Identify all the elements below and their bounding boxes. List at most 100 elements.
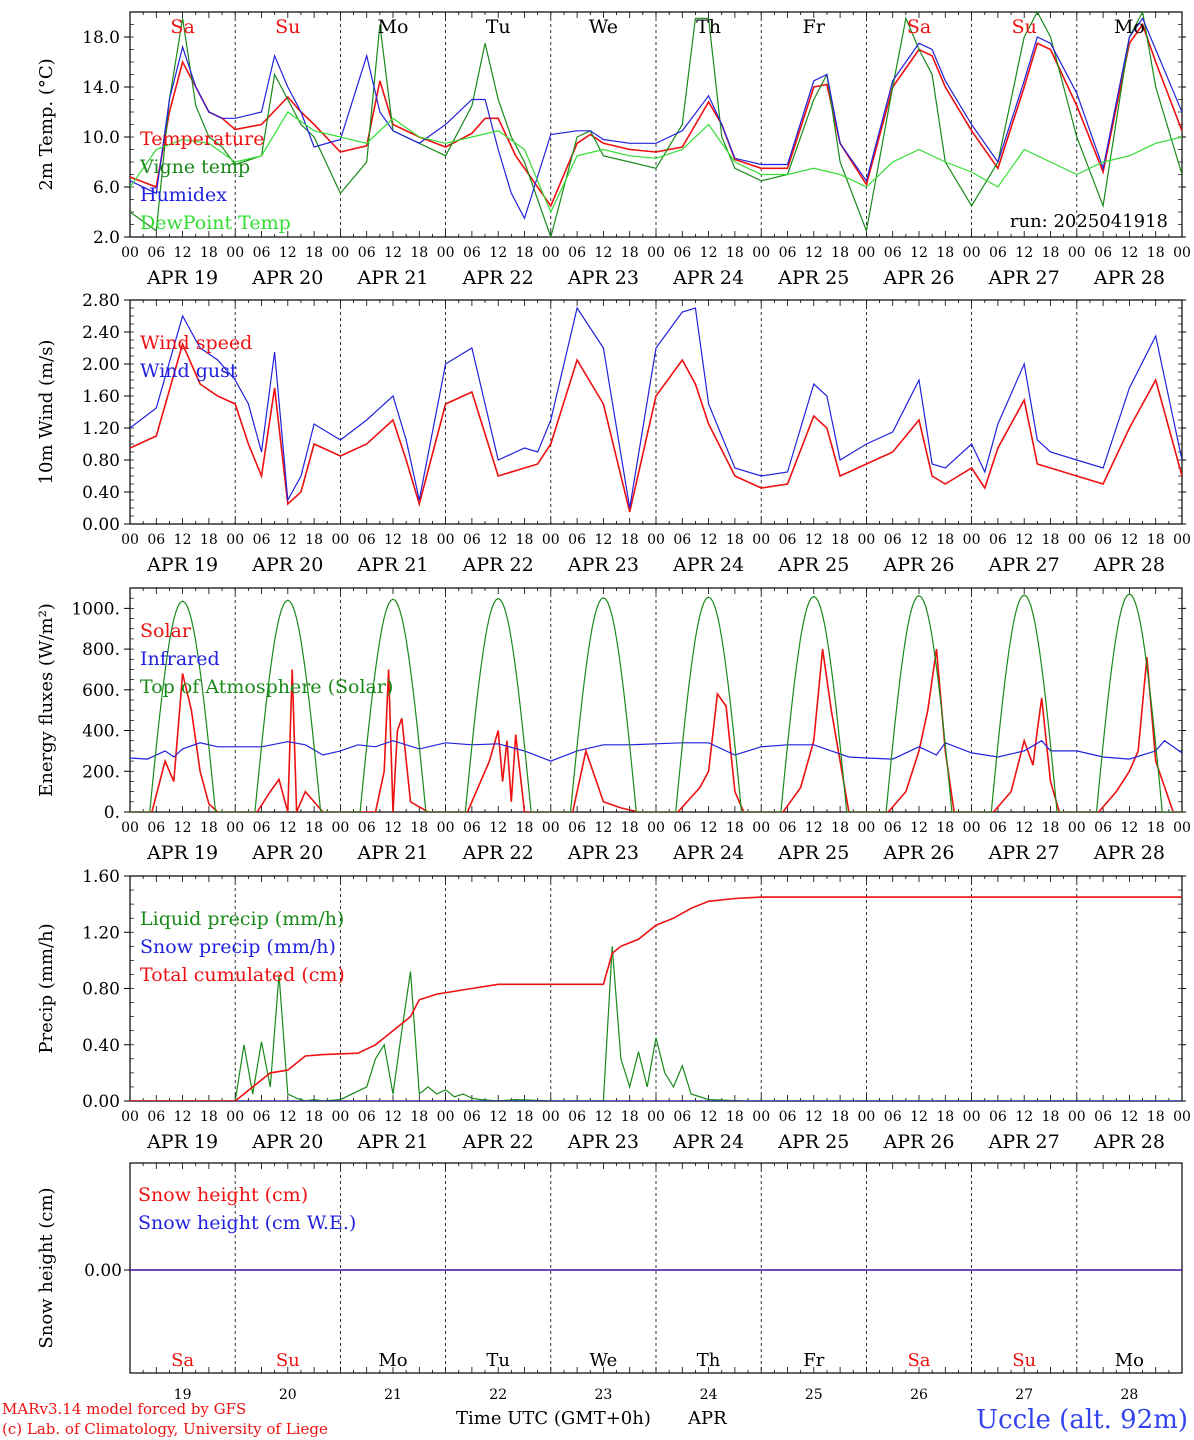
energy-ylabel: Energy fluxes (W/m²) [36, 603, 57, 797]
wind-hour-label: 00 [1173, 532, 1191, 548]
temp-ytick-label: 10.0 [82, 128, 120, 148]
wind-date-label: APR 24 [672, 554, 744, 576]
snow-day-name: We [590, 1350, 618, 1371]
wind-hour-label: 18 [831, 532, 849, 548]
wind-date-label: APR 22 [462, 554, 534, 576]
day-name: Sa [907, 16, 931, 38]
wind-hour-label: 06 [463, 532, 481, 548]
precip-hour-label: 06 [779, 1109, 797, 1125]
temp-hour-label: 18 [621, 245, 639, 261]
energy-ytick-label: 600. [82, 681, 120, 701]
precip-hour-label: 00 [1173, 1109, 1191, 1125]
energy-hour-label: 12 [174, 820, 192, 836]
precip-hour-label: 06 [463, 1109, 481, 1125]
precip-hour-label: 06 [147, 1109, 165, 1125]
temp-hour-label: 06 [568, 245, 586, 261]
snow-ylabel: Snow height (cm) [36, 1187, 57, 1348]
precip-hour-label: 12 [910, 1109, 928, 1125]
precip-date-label: APR 20 [251, 1131, 323, 1153]
energy-panel: 0. 200. 400. 600. 800. 1000. Energy fluxes (W/… [36, 587, 1191, 864]
day-number: 25 [805, 1387, 823, 1403]
energy-hour-label: 12 [594, 820, 612, 836]
precip-hour-label: 06 [1094, 1109, 1112, 1125]
day-number: 22 [489, 1387, 507, 1403]
temp-hour-label: 18 [410, 245, 428, 261]
wind-hour-label: 06 [989, 532, 1007, 548]
energy-hour-label: 06 [884, 820, 902, 836]
wind-hour-label: 00 [1068, 532, 1086, 548]
energy-hour-label: 12 [489, 820, 507, 836]
temp-hour-label: 18 [200, 245, 218, 261]
energy-ytick-label: 0. [104, 803, 120, 823]
precip-series-total-cumulated-cm- [130, 896, 1182, 1101]
energy-hour-label: 00 [963, 820, 981, 836]
credit-line-2: (c) Lab. of Climatology, University of L… [2, 1420, 328, 1438]
precip-date-label: APR 28 [1093, 1131, 1165, 1153]
energy-series-solar [130, 648, 1182, 812]
temp-date-label: APR 20 [251, 267, 323, 289]
day-name: Sa [170, 16, 194, 38]
wind-ylabel: 10m Wind (m/s) [36, 340, 57, 485]
temp-hour-label: 00 [226, 245, 244, 261]
temp-legend-entry: Temperature [140, 128, 264, 150]
energy-hour-label: 06 [147, 820, 165, 836]
precip-hour-label: 06 [673, 1109, 691, 1125]
day-name: Mo [378, 16, 409, 38]
precip-hour-label: 00 [121, 1109, 139, 1125]
wind-hour-label: 12 [805, 532, 823, 548]
temp-hour-label: 12 [384, 245, 402, 261]
wind-hour-label: 12 [594, 532, 612, 548]
precip-hour-label: 00 [752, 1109, 770, 1125]
temp-hour-label: 00 [437, 245, 455, 261]
temp-hour-label: 06 [147, 245, 165, 261]
day-name: Su [275, 16, 300, 38]
snow-ytick-label: 0.00 [84, 1261, 122, 1281]
precip-hour-label: 06 [989, 1109, 1007, 1125]
precip-ytick-label: 0.80 [82, 980, 120, 1000]
precip-hour-label: 00 [542, 1109, 560, 1125]
precip-hour-label: 18 [831, 1109, 849, 1125]
wind-ytick-label: 1.60 [82, 387, 120, 407]
energy-hour-label: 06 [253, 820, 271, 836]
wind-hour-label: 12 [1120, 532, 1138, 548]
temp-frame [129, 11, 1183, 238]
wind-hour-label: 00 [857, 532, 875, 548]
temp-ylabel: 2m Temp. (°C) [36, 58, 57, 190]
temp-hour-label: 00 [331, 245, 349, 261]
temp-hour-label: 18 [936, 245, 954, 261]
energy-hour-label: 00 [331, 820, 349, 836]
temp-hour-label: 18 [516, 245, 534, 261]
temp-legend-entry: DewPoint Temp [140, 212, 291, 234]
precip-hour-label: 00 [226, 1109, 244, 1125]
wind-date-label: APR 27 [988, 554, 1060, 576]
precip-hour-label: 18 [936, 1109, 954, 1125]
snow-legend-entry: Snow height (cm) [138, 1184, 308, 1206]
wind-legend-entry: Wind gust [140, 360, 238, 382]
wind-hour-label: 06 [358, 532, 376, 548]
day-number: 27 [1015, 1387, 1033, 1403]
energy-date-label: APR 23 [567, 842, 639, 864]
wind-hour-label: 00 [437, 532, 455, 548]
precip-hour-label: 06 [568, 1109, 586, 1125]
precip-panel: 0.00 0.40 0.80 1.20 1.60 Precip (mm/h) Liquid … [36, 867, 1191, 1153]
temp-panel: 2.0 6.0 10.0 14.0 18.0 2m Temp. (°C) Temperatu… [36, 11, 1191, 289]
temp-hour-label: 12 [910, 245, 928, 261]
wind-legend-entry: Wind speed [140, 332, 252, 354]
energy-hour-label: 12 [1015, 820, 1033, 836]
wind-hour-label: 12 [384, 532, 402, 548]
wind-hour-label: 06 [779, 532, 797, 548]
wind-hour-label: 18 [516, 532, 534, 548]
energy-date-label: APR 21 [356, 842, 428, 864]
wind-hour-label: 06 [253, 532, 271, 548]
temp-hour-label: 00 [1173, 245, 1191, 261]
temp-hour-label: 12 [700, 245, 718, 261]
energy-hour-label: 18 [410, 820, 428, 836]
energy-hour-label: 00 [1173, 820, 1191, 836]
precip-hour-label: 18 [516, 1109, 534, 1125]
wind-hour-label: 06 [1094, 532, 1112, 548]
day-name: Su [1012, 16, 1037, 38]
precip-hour-label: 00 [331, 1109, 349, 1125]
temp-hour-label: 06 [463, 245, 481, 261]
precip-hour-label: 00 [1068, 1109, 1086, 1125]
precip-hour-label: 18 [305, 1109, 323, 1125]
